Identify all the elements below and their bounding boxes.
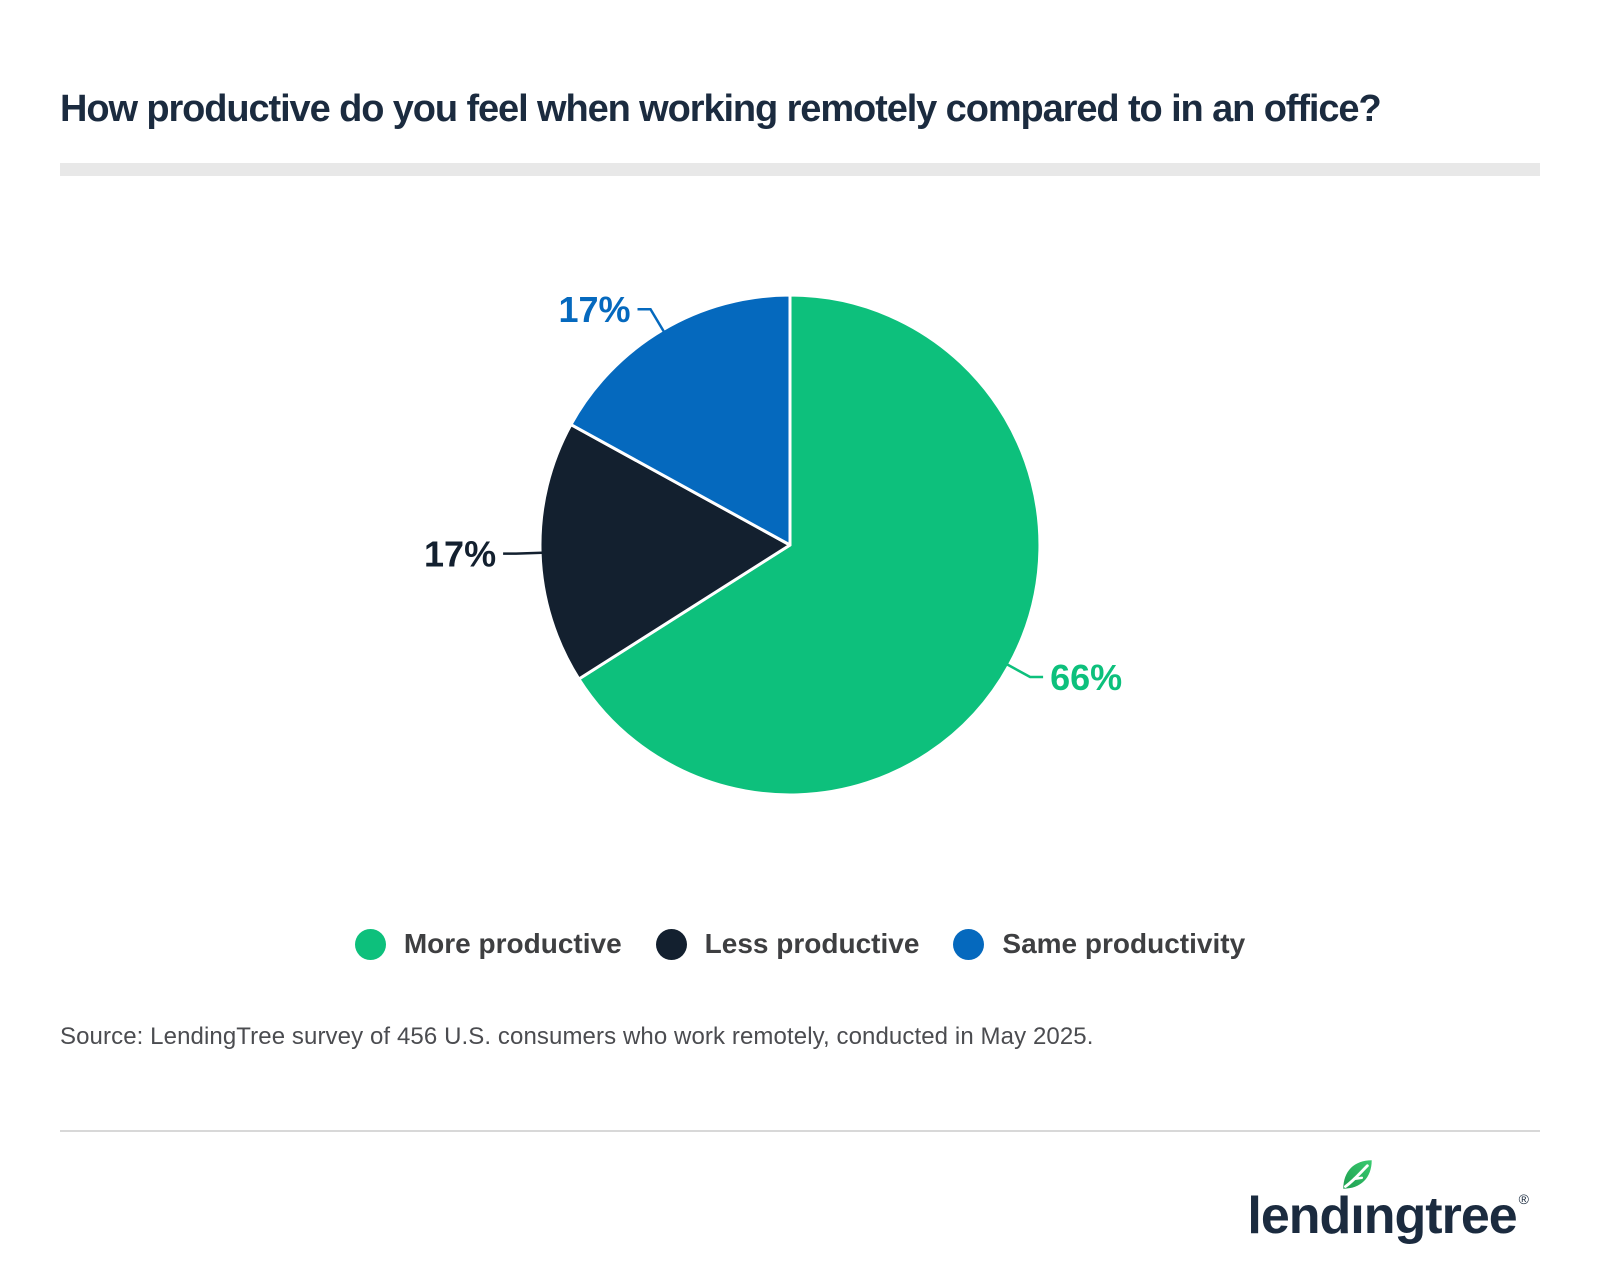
legend-swatch-green-icon [354,928,386,960]
pie-data-label-more-productive: 66% [1050,657,1122,698]
legend-label-less-productive: Less productive [704,928,920,959]
pie-data-label-same-productivity: 17% [558,289,630,330]
pie-connector-more-productive [1006,663,1044,679]
pie-connector-same-productivity [637,307,665,333]
legend-item-less-productive[interactable]: Less productive [655,928,920,960]
legend-label-more-productive: More productive [403,928,622,959]
legend-label-same-productivity: Same productivity [1002,928,1246,959]
legend-swatch-blue-icon [953,928,985,960]
legend-swatch-navy-icon [655,928,687,960]
chart-legend: More productive Less productive Same pro… [0,928,1600,960]
footer-divider [60,1130,1540,1132]
logo-letter-i: ı [1343,1160,1373,1242]
leaf-icon [1343,1160,1373,1189]
pie-connector-less-productive [503,551,543,555]
pie-data-label-less-productive: 17% [424,534,496,575]
lendingtree-logo: lendı ngtree ® [1247,1160,1529,1245]
pie-chart: 66% 17% 17% [424,289,1122,797]
legend-item-more-productive[interactable]: More productive [354,928,622,960]
logo-text: lendı ngtree [1247,1160,1518,1245]
legend-item-same-productivity[interactable]: Same productivity [953,928,1245,960]
chart-title: How productive do you feel when working … [60,88,1382,130]
title-underline-bar [60,163,1540,176]
source-note: Source: LendingTree survey of 456 U.S. c… [60,1023,1094,1050]
registered-trademark: ® [1518,1191,1529,1207]
